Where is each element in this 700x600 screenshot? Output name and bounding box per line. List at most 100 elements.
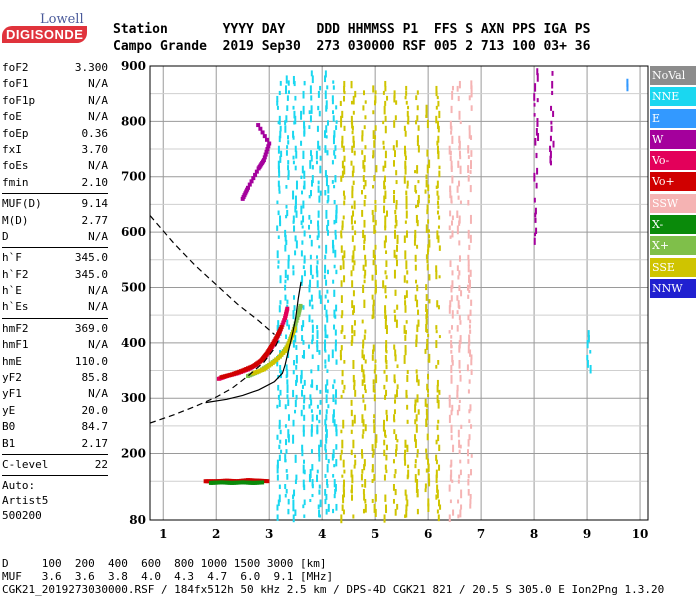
echo-mark — [324, 498, 327, 505]
param-divider — [2, 317, 108, 319]
echo-mark — [437, 434, 440, 442]
echo-mark — [450, 424, 453, 434]
echo-mark — [457, 275, 460, 280]
echo-mark — [362, 284, 365, 294]
echo-mark — [276, 250, 279, 259]
echo-mark — [550, 105, 553, 111]
echo-mark — [302, 320, 305, 328]
echo-mark — [341, 504, 344, 511]
echo-mark — [395, 170, 398, 176]
echo-mark — [360, 474, 363, 481]
param-label: B1 — [2, 436, 16, 450]
echo-mark — [364, 145, 367, 150]
echo-mark — [332, 384, 335, 389]
echo-mark — [277, 165, 280, 173]
echo-mark — [428, 234, 431, 239]
echo-mark — [405, 290, 408, 298]
echo-mark — [458, 215, 461, 224]
echo-mark — [437, 205, 440, 209]
echo-mark — [364, 359, 367, 364]
echo-mark — [437, 150, 440, 160]
echo-mark — [406, 444, 409, 453]
echo-mark — [333, 379, 336, 384]
echo-mark — [353, 414, 356, 424]
echo-mark — [300, 110, 303, 120]
echo-mark — [364, 384, 367, 391]
echo-mark — [407, 115, 410, 125]
echo-mark — [414, 459, 417, 464]
echo-mark — [364, 479, 367, 488]
echo-mark — [551, 80, 554, 89]
echo-mark — [469, 329, 472, 334]
echo-mark — [311, 75, 314, 84]
trace-mark — [265, 147, 270, 152]
echo-mark — [373, 414, 376, 419]
echo-mark — [332, 244, 335, 254]
echo-mark — [327, 503, 330, 512]
echo-mark — [395, 444, 398, 451]
echo-mark — [470, 90, 473, 98]
trace-mark — [293, 321, 298, 326]
echo-mark — [308, 299, 311, 307]
echo-mark — [395, 180, 398, 185]
echo-mark — [458, 270, 461, 276]
echo-mark — [385, 325, 388, 335]
y-tick-label: 600 — [121, 225, 146, 239]
echo-mark — [450, 469, 453, 478]
echo-mark — [325, 424, 328, 432]
echo-mark — [332, 85, 335, 90]
echo-mark — [316, 404, 319, 409]
echo-mark — [458, 285, 461, 292]
legend-item-ssw: SSW — [650, 193, 696, 213]
echo-mark — [323, 304, 326, 310]
echo-mark — [308, 284, 311, 293]
echo-mark — [437, 514, 440, 522]
echo-mark — [324, 349, 327, 353]
echo-mark — [295, 355, 298, 364]
param-value: N/A — [88, 387, 108, 401]
echo-mark — [353, 384, 356, 390]
echo-mark — [343, 469, 346, 474]
echo-mark — [319, 399, 322, 405]
x-tick-label: 6 — [424, 527, 432, 541]
echo-mark — [292, 130, 295, 138]
echo-mark — [335, 125, 338, 130]
echo-mark — [396, 364, 399, 369]
echo-mark — [284, 229, 287, 238]
echo-mark — [333, 219, 336, 225]
echo-mark — [294, 195, 297, 204]
echo-mark — [457, 514, 460, 519]
param-row: hmF1 N/A — [2, 337, 108, 353]
echo-mark — [293, 295, 296, 300]
echo-mark — [427, 458, 430, 465]
echo-mark — [292, 340, 295, 348]
echo-mark — [277, 210, 280, 216]
echo-mark — [586, 355, 589, 361]
echo-mark — [372, 309, 375, 319]
echo-mark — [286, 274, 289, 281]
echo-mark — [417, 125, 420, 131]
echo-mark — [396, 304, 399, 310]
echo-mark — [316, 330, 319, 339]
param-row: foF2 3.300 — [2, 60, 108, 76]
echo-mark — [277, 260, 280, 264]
param-label: h`F2 — [2, 267, 29, 281]
echo-mark — [317, 364, 320, 372]
echo-mark — [319, 155, 322, 161]
echo-mark — [351, 419, 354, 427]
echo-mark — [417, 469, 420, 476]
echo-mark — [343, 384, 346, 390]
echo-mark — [535, 152, 538, 159]
echo-mark — [425, 254, 428, 260]
footer-muf-row: MUF 3.6 3.6 3.8 4.0 4.3 4.7 6.0 9.1 [MHz… — [2, 570, 334, 583]
echo-mark — [350, 399, 353, 406]
echo-mark — [324, 130, 327, 138]
echo-mark — [294, 145, 297, 152]
echo-mark — [342, 499, 345, 504]
echo-mark — [552, 140, 555, 148]
echo-mark — [339, 454, 342, 461]
echo-mark — [309, 234, 312, 239]
echo-mark — [303, 180, 306, 190]
echo-mark — [414, 464, 417, 469]
echo-mark — [293, 225, 296, 232]
